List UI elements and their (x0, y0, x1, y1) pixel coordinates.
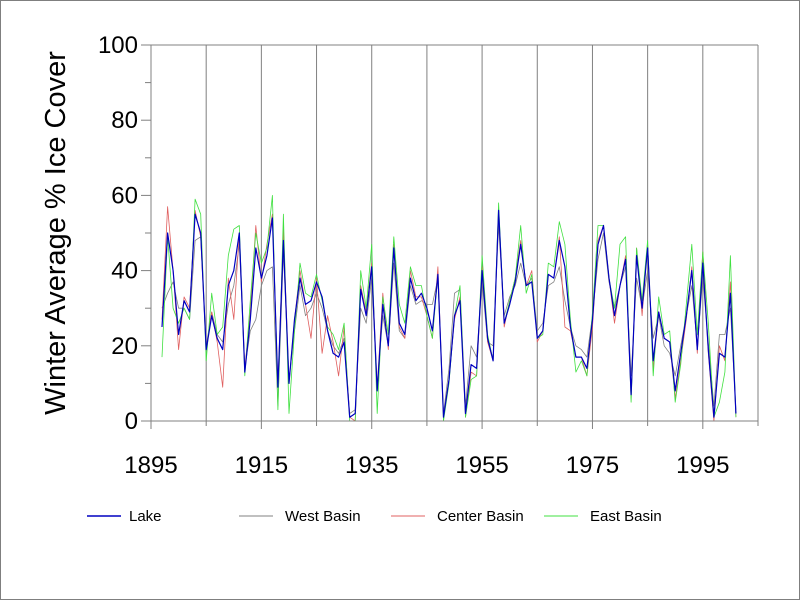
x-tick-label-1935: 1935 (345, 452, 398, 479)
y-tick-label-80: 80 (111, 107, 138, 134)
x-tick-label-1895: 1895 (124, 452, 177, 479)
series-layer (161, 194, 737, 422)
legend-label-east-basin: East Basin (590, 508, 662, 525)
y-tick-label-20: 20 (111, 333, 138, 360)
legend-label-west-basin: West Basin (285, 508, 361, 525)
grid-layer (151, 44, 759, 421)
legend: Lake West Basin Center Basin East Basin (87, 508, 662, 525)
series-line-west-basin (161, 225, 737, 414)
legend-label-lake: Lake (129, 508, 162, 525)
x-tick-label-1975: 1975 (566, 452, 619, 479)
x-tick-label-1955: 1955 (455, 452, 508, 479)
x-tick-label-1995: 1995 (676, 452, 729, 479)
y-tick-label-100: 100 (98, 32, 138, 59)
axis-layer: 0 20 40 60 80 100 1895 1915 1935 1955 1975 1995 (98, 32, 759, 479)
series-line-center-basin (161, 206, 737, 422)
y-tick-label-0: 0 (125, 408, 138, 435)
x-tick-label-1915: 1915 (235, 452, 288, 479)
y-axis-title: Winter Average % Ice Cover (40, 51, 72, 415)
legend-label-center-basin: Center Basin (437, 508, 524, 525)
series-line-lake (161, 209, 737, 418)
y-tick-label-40: 40 (111, 258, 138, 285)
series-line-east-basin (161, 194, 737, 422)
y-tick-label-60: 60 (111, 182, 138, 209)
